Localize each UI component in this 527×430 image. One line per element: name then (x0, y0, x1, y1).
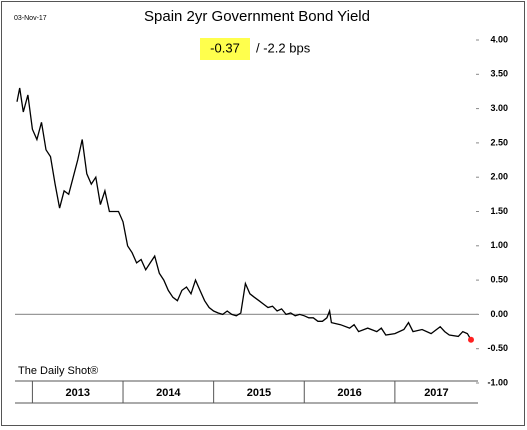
y-tick-label: 3.00 (490, 103, 508, 113)
series-line (16, 87, 472, 341)
y-tick-label: 2.00 (490, 172, 508, 182)
last-value: -0.37 (210, 40, 240, 55)
end-marker (468, 336, 474, 343)
y-tick-label: -1.00 (487, 377, 508, 387)
y-tick-label: 0.50 (490, 274, 508, 284)
y-tick-label: 1.50 (490, 206, 508, 216)
change-label: / -2.2 bps (256, 40, 311, 55)
x-tick-label: 2016 (337, 387, 361, 399)
x-tick-label: 2015 (247, 387, 271, 399)
x-tick-label: 2013 (65, 387, 89, 399)
y-tick-label: 4.00 (490, 34, 508, 44)
highlight (200, 38, 250, 60)
y-tick-label: 0.00 (490, 309, 508, 319)
y-tick-label: 3.50 (490, 69, 508, 79)
date-label: 03-Nov-17 (14, 15, 47, 22)
x-tick-label: 2017 (424, 387, 448, 399)
y-tick-label: 2.50 (490, 137, 508, 147)
x-tick-label: 2014 (156, 387, 181, 399)
source-label: The Daily Shot® (18, 365, 98, 377)
chart-title: Spain 2yr Government Bond Yield (144, 8, 370, 25)
y-tick-label: 1.00 (490, 240, 508, 250)
y-tick-label: -0.50 (487, 343, 508, 353)
